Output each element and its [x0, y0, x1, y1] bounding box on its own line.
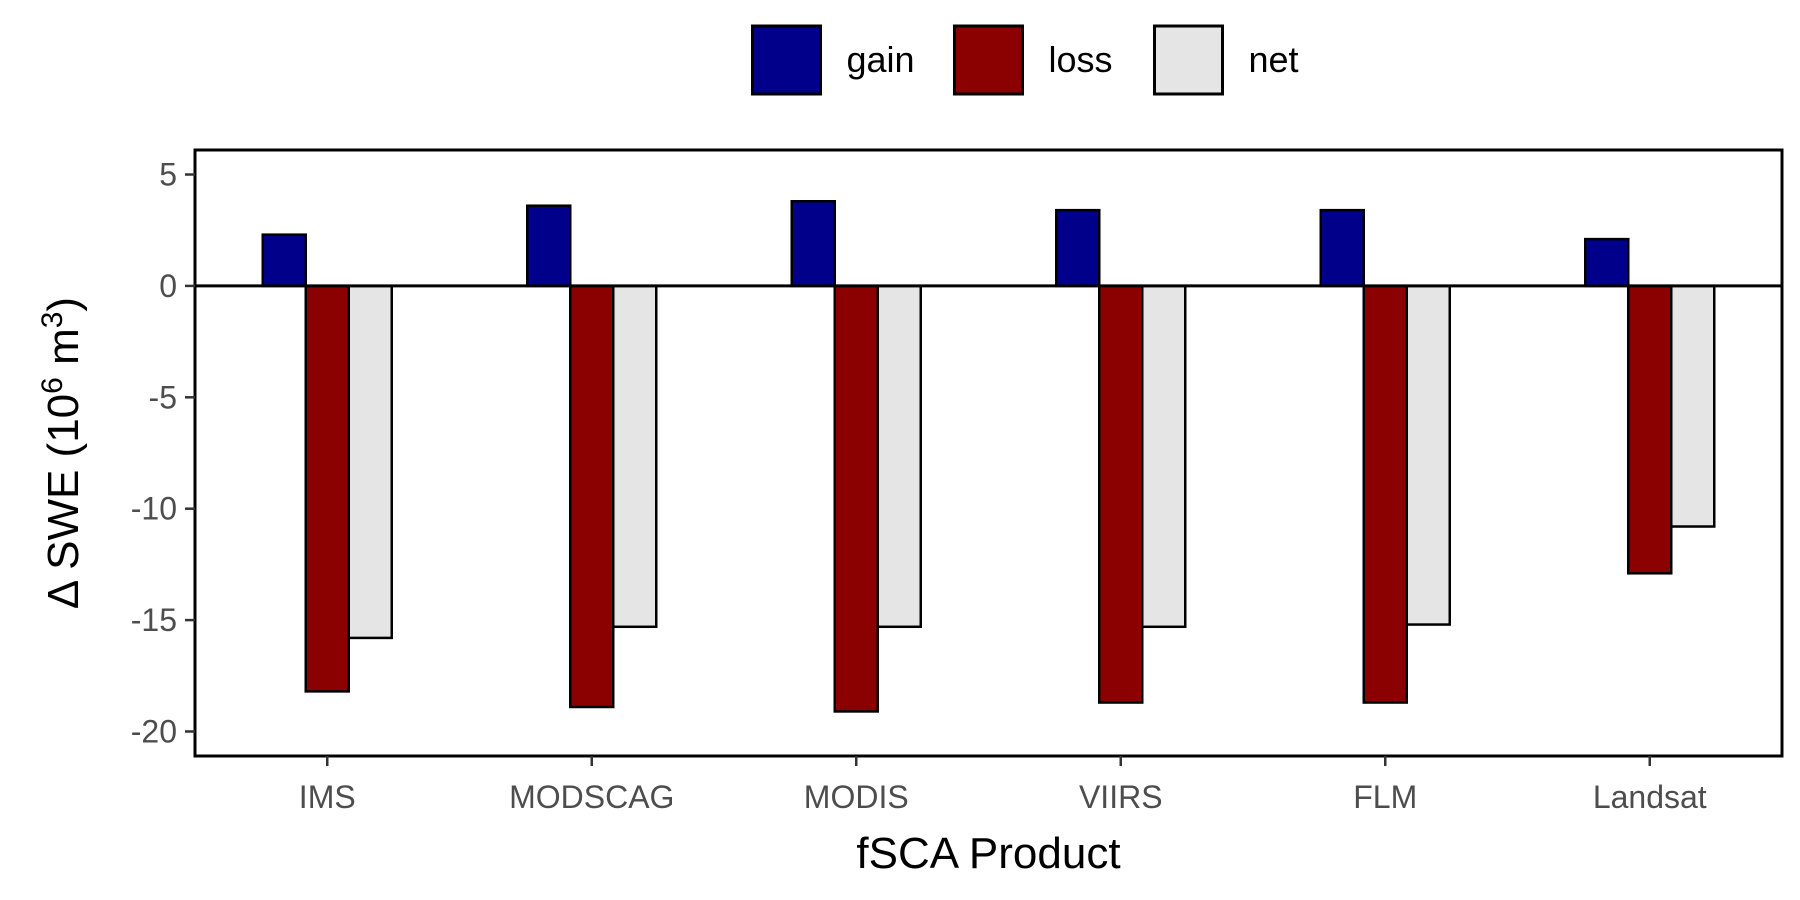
- y-axis-title-middle: m: [39, 328, 88, 377]
- y-tick-label: 0: [159, 268, 177, 304]
- x-tick-label-modscag: MODSCAG: [509, 779, 674, 815]
- legend-key-gain: [751, 24, 822, 96]
- legend-key-net: [1153, 24, 1224, 96]
- x-axis: IMS MODSCAG MODIS VIIRS FLM Landsat: [299, 756, 1707, 815]
- bar-net-modscag: [612, 284, 658, 629]
- y-axis: 5 0 -5 -10 -15 -20: [131, 157, 195, 749]
- bar-net-modis: [876, 284, 922, 629]
- bar-gain-landsat: [1584, 237, 1630, 288]
- y-tick-label: -15: [131, 602, 177, 638]
- bar-net-ims: [347, 284, 393, 640]
- bar-gain-viirs: [1055, 208, 1101, 288]
- y-tick-label: -5: [149, 379, 177, 415]
- bar-net-viirs: [1141, 284, 1187, 629]
- legend-label-gain: gain: [847, 39, 915, 80]
- y-axis-title-suffix: ): [39, 297, 88, 312]
- plot-panel: [193, 148, 1784, 758]
- y-axis-title-exponent-1: 6: [36, 377, 69, 394]
- x-tick-label-viirs: VIIRS: [1079, 779, 1163, 815]
- bar-net-landsat: [1670, 284, 1716, 528]
- x-tick-label-ims: IMS: [299, 779, 356, 815]
- bar-net-flm: [1405, 284, 1451, 626]
- bar-loss-modis: [833, 284, 879, 713]
- bar-loss-ims: [304, 284, 350, 693]
- x-axis-title: fSCA Product: [856, 829, 1120, 878]
- y-tick-label: -20: [131, 713, 177, 749]
- bar-gain-modis: [790, 199, 836, 288]
- y-axis-title-exponent-2: 3: [36, 312, 69, 329]
- bar-loss-viirs: [1098, 284, 1144, 704]
- legend-key-loss: [953, 24, 1024, 96]
- x-tick-label-landsat: Landsat: [1593, 779, 1707, 815]
- legend-label-loss: loss: [1049, 39, 1113, 80]
- legend: gain loss net: [751, 24, 1299, 96]
- bar-gain-modscag: [526, 204, 572, 288]
- y-tick-label: -10: [131, 491, 177, 527]
- y-tick-label: 5: [159, 157, 177, 193]
- x-tick-label-modis: MODIS: [804, 779, 909, 815]
- bars-group: [261, 199, 1716, 713]
- legend-label-net: net: [1249, 39, 1299, 80]
- x-tick-label-flm: FLM: [1353, 779, 1417, 815]
- bar-gain-flm: [1319, 208, 1365, 288]
- bar-gain-ims: [261, 233, 307, 288]
- bar-loss-landsat: [1627, 284, 1673, 575]
- y-axis-title: Δ SWE (106 m3): [36, 297, 88, 609]
- y-axis-title-prefix: Δ SWE (10: [39, 394, 88, 609]
- bar-loss-modscag: [569, 284, 615, 709]
- bar-loss-flm: [1362, 284, 1408, 704]
